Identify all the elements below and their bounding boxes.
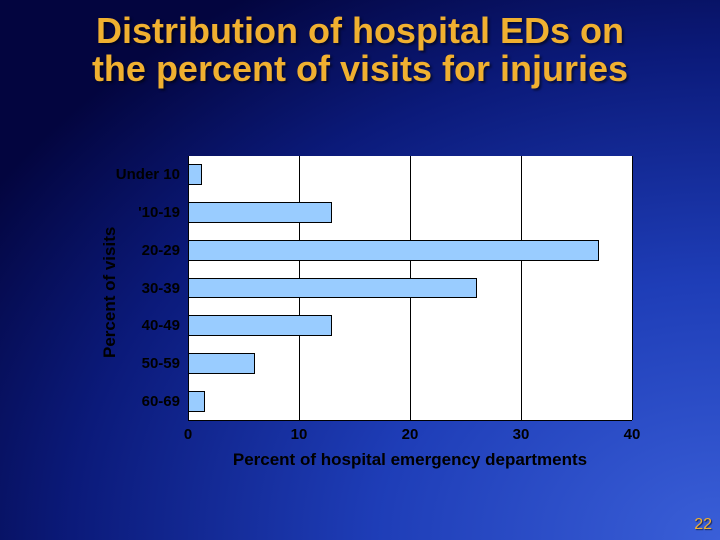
bar <box>188 315 332 336</box>
page-number: 22 <box>694 516 712 534</box>
x-tick-label: 30 <box>506 426 536 443</box>
y-category-label: '10-19 <box>138 204 180 221</box>
bar <box>188 391 205 412</box>
y-category-label: 30-39 <box>142 280 180 297</box>
gridline <box>632 156 633 420</box>
y-axis-label: Percent of visits <box>100 227 120 358</box>
y-category-label: 60-69 <box>142 393 180 410</box>
y-axis-line <box>188 156 189 420</box>
x-tick-label: 40 <box>617 426 647 443</box>
y-category-label: Under 10 <box>116 166 180 183</box>
x-axis-line <box>188 420 632 421</box>
gridline <box>521 156 522 420</box>
slide-title: Distribution of hospital EDs on the perc… <box>0 12 720 88</box>
x-tick-label: 20 <box>395 426 425 443</box>
x-tick-label: 0 <box>173 426 203 443</box>
bar <box>188 240 599 261</box>
slide: Distribution of hospital EDs on the perc… <box>0 0 720 540</box>
x-tick-label: 10 <box>284 426 314 443</box>
bar <box>188 353 255 374</box>
title-line-1: Distribution of hospital EDs on <box>0 12 720 50</box>
bar <box>188 278 477 299</box>
bar <box>188 164 202 185</box>
title-line-2: the percent of visits for injuries <box>0 50 720 88</box>
y-category-label: 20-29 <box>142 242 180 259</box>
y-category-label: 40-49 <box>142 317 180 334</box>
x-axis-label: Percent of hospital emergency department… <box>188 450 632 470</box>
y-category-label: 50-59 <box>142 355 180 372</box>
bar <box>188 202 332 223</box>
